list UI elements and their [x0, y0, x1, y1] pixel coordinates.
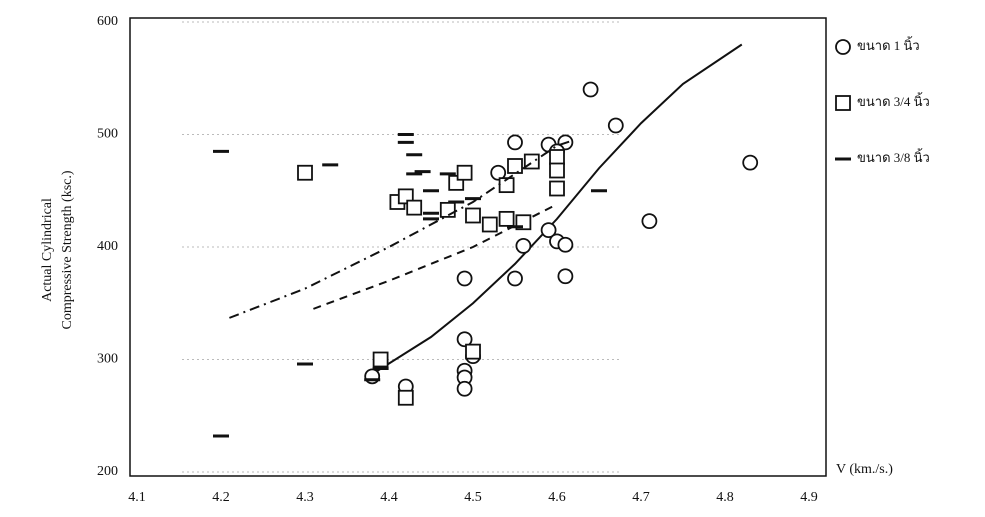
x-tick-label: 4.8: [716, 490, 734, 505]
point: [374, 353, 388, 367]
legend-marker: [836, 40, 850, 54]
point: [466, 345, 480, 359]
point: [213, 150, 229, 153]
point: [609, 119, 623, 133]
point: [441, 203, 455, 217]
point: [516, 239, 530, 253]
y-axis-label: Compressive Strength (ksc.): [60, 170, 75, 329]
point: [500, 212, 514, 226]
trend-line: [372, 45, 742, 375]
y-tick-label: 400: [97, 239, 118, 254]
point: [398, 133, 414, 136]
legend-label: ขนาด 3/8 นิ้ว: [857, 148, 930, 165]
x-tick-label: 4.6: [548, 490, 566, 505]
point: [550, 150, 564, 164]
point: [398, 141, 414, 144]
x-tick-label: 4.5: [464, 490, 482, 505]
point: [507, 225, 523, 228]
point: [458, 382, 472, 396]
x-tick-label: 4.2: [212, 490, 230, 505]
y-tick-label: 300: [97, 352, 118, 367]
point: [466, 209, 480, 223]
x-axis-label: V (km./s.): [836, 462, 893, 477]
x-tick-label: 4.4: [380, 490, 398, 505]
point: [584, 83, 598, 97]
point: [406, 153, 422, 156]
point: [423, 217, 439, 220]
point: [423, 212, 439, 215]
point: [298, 166, 312, 180]
y-tick-label: 600: [97, 14, 118, 29]
point: [483, 218, 497, 232]
point: [550, 164, 564, 178]
point: [558, 269, 572, 283]
point: [642, 214, 656, 228]
point: [364, 378, 380, 381]
point: [591, 189, 607, 192]
point: [213, 435, 229, 438]
point: [423, 189, 439, 192]
y-tick-label: 500: [97, 127, 118, 142]
y-tick-label: 200: [97, 464, 118, 479]
point: [508, 159, 522, 173]
point: [458, 166, 472, 180]
x-tick-label: 4.1: [128, 490, 146, 505]
y-axis-label: Actual Cylindrical: [40, 198, 55, 302]
point: [407, 201, 421, 215]
point: [373, 367, 389, 370]
point: [297, 363, 313, 366]
point: [458, 272, 472, 286]
point: [415, 170, 431, 173]
point: [465, 197, 481, 200]
legend-marker: [836, 96, 850, 110]
point: [508, 272, 522, 286]
legend-label: ขนาด 3/4 นิ้ว: [857, 92, 930, 109]
point: [440, 172, 456, 175]
point: [508, 135, 522, 149]
chart: Actual Cylindrical Compressive Strength …: [0, 0, 985, 517]
point: [448, 201, 464, 204]
legend-marker: [835, 158, 851, 161]
point: [399, 391, 413, 405]
legend-label: ขนาด 1 นิ้ว: [857, 36, 920, 53]
point: [322, 163, 338, 166]
point: [550, 182, 564, 196]
point: [365, 369, 379, 383]
x-tick-label: 4.9: [800, 490, 818, 505]
x-tick-label: 4.7: [632, 490, 650, 505]
point: [743, 156, 757, 170]
x-tick-label: 4.3: [296, 490, 314, 505]
point: [558, 238, 572, 252]
